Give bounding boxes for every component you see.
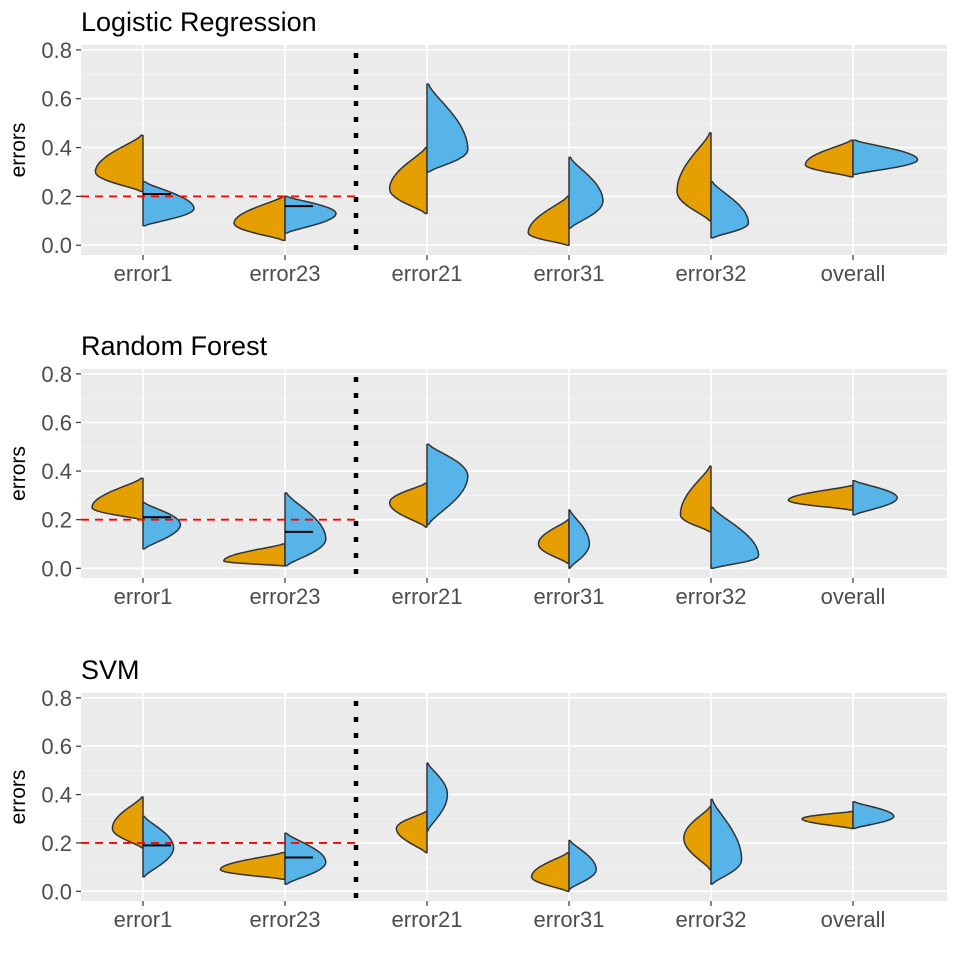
violin-right-half — [142, 501, 182, 550]
x-tick-label: error31 — [534, 261, 605, 286]
violin-right-half — [710, 506, 760, 570]
violin-left-half — [683, 805, 712, 871]
y-tick-label: 0.4 — [41, 783, 72, 808]
violin-right-half — [142, 180, 195, 227]
violin-left-half — [91, 477, 144, 521]
violin-right-half — [568, 156, 604, 229]
y-tick-label: 0.8 — [41, 38, 72, 63]
violin-left-half — [233, 195, 286, 242]
x-tick-label: error31 — [534, 907, 605, 932]
violin-left-half — [679, 465, 712, 533]
y-tick-label: 0.4 — [41, 459, 72, 484]
x-tick-label: error23 — [250, 261, 321, 286]
violin-left-half — [537, 518, 570, 565]
y-tick-label: 0.6 — [41, 410, 72, 435]
panel-1: Random Forest 0.0 0.2 0.4 0.6 0.8 error1 error2… — [7, 331, 947, 609]
y-tick-label: 0.0 — [41, 556, 72, 581]
violin-right-half — [142, 815, 175, 878]
y-tick-label: 0.2 — [41, 508, 72, 533]
violin-right-half — [568, 839, 597, 890]
violin-left-half — [111, 796, 144, 849]
x-tick-label: error21 — [392, 907, 463, 932]
y-tick-label: 0.0 — [41, 879, 72, 904]
violin-left-half — [787, 484, 854, 511]
x-tick-label: error21 — [392, 584, 463, 609]
panel-background — [81, 369, 947, 578]
y-tick-label: 0.0 — [41, 233, 72, 258]
y-tick-label: 0.4 — [41, 136, 72, 161]
x-tick-label: overall — [821, 584, 886, 609]
panel-background — [81, 45, 947, 255]
violin-left-half — [388, 482, 428, 528]
x-tick-label: error31 — [534, 584, 605, 609]
y-tick-label: 0.8 — [41, 686, 72, 711]
y-axis-title: errors — [7, 770, 30, 825]
y-tick-label: 0.6 — [41, 87, 72, 112]
y-tick-label: 0.8 — [41, 362, 72, 387]
violin-right-half — [852, 480, 898, 516]
violin-right-half — [852, 139, 919, 176]
violin-left-half — [219, 851, 286, 880]
panel-title: SVM — [81, 655, 140, 685]
x-tick-label: error1 — [114, 261, 173, 286]
y-axis-title: errors — [7, 123, 30, 178]
y-tick-label: 0.2 — [41, 184, 72, 209]
x-tick-label: error1 — [114, 584, 173, 609]
violin-left-half — [527, 195, 570, 246]
violin-right-half — [426, 83, 469, 173]
violin-left-half — [395, 810, 428, 854]
x-tick-label: overall — [821, 261, 886, 286]
x-tick-label: error32 — [676, 907, 747, 932]
violin-right-half — [426, 762, 449, 832]
violin-left-half — [530, 851, 570, 893]
panel-2: SVM 0.0 0.2 0.4 0.6 0.8 error1 error23 error21 er… — [7, 655, 947, 932]
panel-0: Logistic Regression 0.0 0.2 0.4 0.6 0.8 error1… — [7, 7, 947, 286]
violin-right-half — [852, 801, 895, 830]
violin-right-half — [284, 832, 327, 885]
x-tick-label: error23 — [250, 584, 321, 609]
x-tick-label: overall — [821, 907, 886, 932]
violin-right-half — [426, 443, 469, 526]
violin-left-half — [676, 132, 712, 222]
x-tick-label: error23 — [250, 907, 321, 932]
violin-right-half — [568, 509, 591, 570]
violin-left-half — [94, 134, 144, 193]
violin-right-half — [710, 798, 743, 885]
x-tick-label: error32 — [676, 584, 747, 609]
violin-right-half — [284, 492, 327, 567]
panel-title: Logistic Regression — [81, 7, 317, 37]
y-tick-label: 0.6 — [41, 734, 72, 759]
violin-right-half — [710, 180, 750, 239]
x-tick-label: error21 — [392, 261, 463, 286]
violin-left-half — [388, 146, 428, 215]
violin-left-half — [804, 139, 854, 178]
x-tick-label: error1 — [114, 907, 173, 932]
violin-left-half — [223, 543, 286, 567]
violin-left-half — [801, 810, 854, 830]
x-tick-label: error32 — [676, 261, 747, 286]
y-tick-label: 0.2 — [41, 831, 72, 856]
y-axis-title: errors — [7, 446, 30, 501]
panel-title: Random Forest — [81, 331, 268, 361]
panel-background — [81, 693, 947, 901]
